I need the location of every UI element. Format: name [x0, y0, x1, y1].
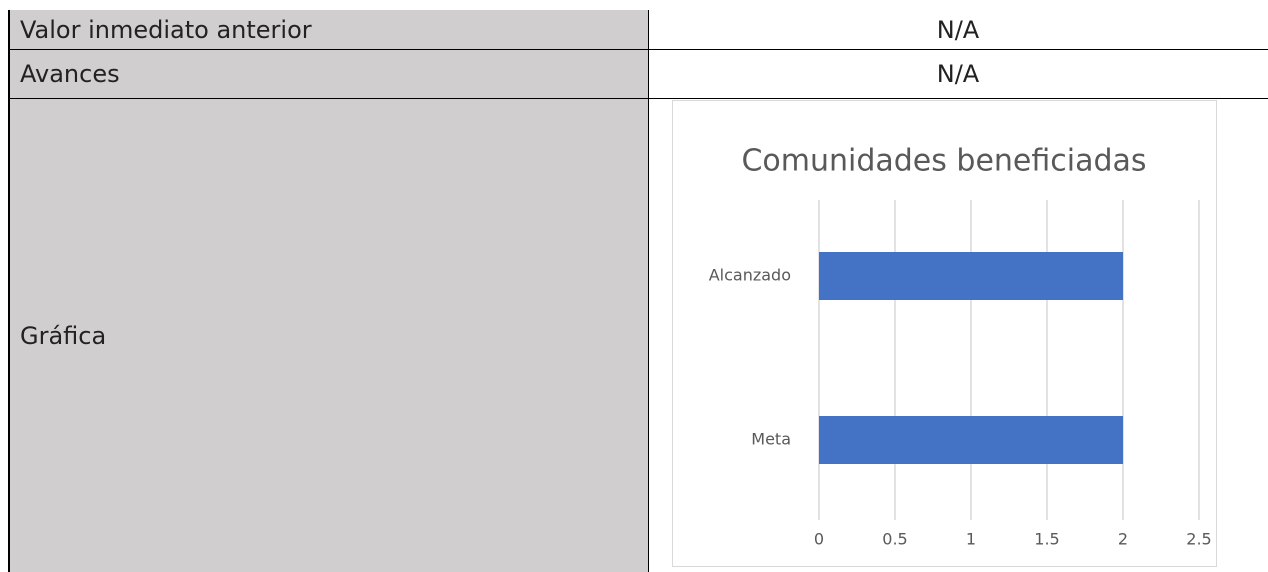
x-tick-label: 2.5 [1186, 530, 1211, 549]
bar [819, 416, 1123, 464]
y-tick-label: Alcanzado [709, 266, 791, 285]
bar [819, 252, 1123, 300]
x-tick-label: 0.5 [882, 530, 907, 549]
row-value: N/A [936, 15, 980, 44]
chart-title: Comunidades beneficiadas [741, 144, 1146, 179]
y-tick-label: Meta [751, 430, 791, 449]
x-tick-label: 1.5 [1034, 530, 1059, 549]
chart-frame [672, 100, 1217, 567]
x-tick-label: 0 [814, 530, 824, 549]
x-tick-label: 1 [966, 530, 976, 549]
x-tick-label: 2 [1118, 530, 1128, 549]
row-value: N/A [648, 49, 1268, 98]
row-label: Valor inmediato anterior [8, 10, 648, 49]
column-divider [648, 10, 649, 572]
row-label: Gráfica [8, 98, 648, 572]
row-label: Avances [8, 49, 648, 98]
row-divider [648, 98, 1268, 99]
